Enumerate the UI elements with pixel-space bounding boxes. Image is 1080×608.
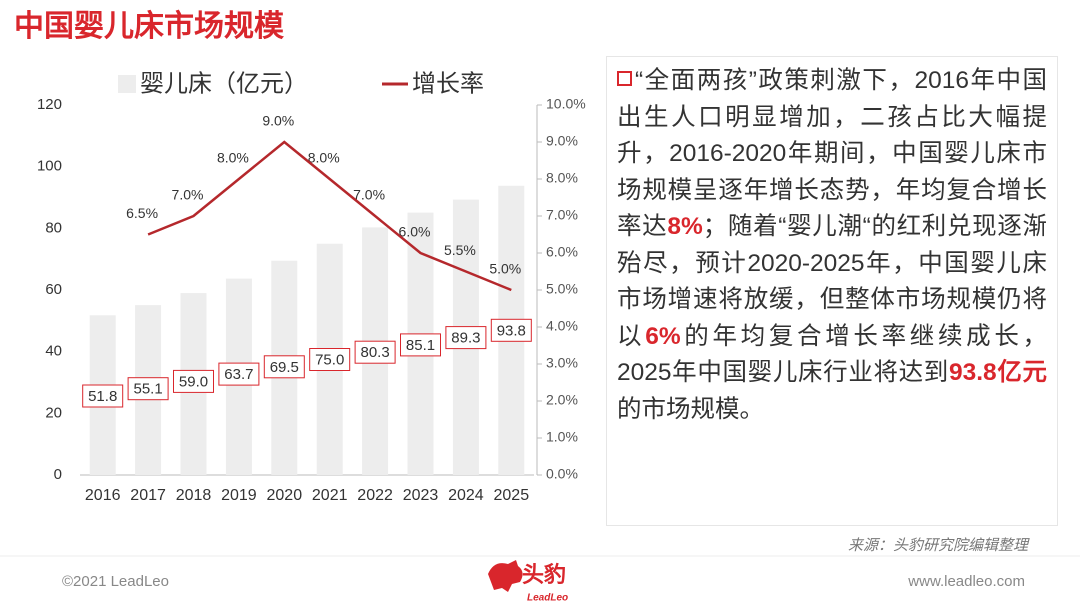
value-label: 93.8 [497, 322, 526, 339]
value-label: 89.3 [451, 330, 480, 347]
y2-tick-label: 8.0% [546, 170, 578, 186]
value-label: 8.0% [308, 150, 340, 166]
y2-tick-label: 5.0% [546, 281, 578, 297]
text-run: 的市场规模。 [617, 395, 764, 423]
x-tick-label: 2023 [403, 487, 439, 504]
legend-swatch [118, 75, 136, 93]
value-label-box [127, 377, 169, 401]
x-tick-label: 2025 [494, 487, 530, 504]
value-label-box [445, 326, 487, 350]
y-tick-label: 100 [37, 158, 62, 175]
y-tick-label: 80 [45, 219, 62, 236]
bullet [617, 71, 632, 86]
x-tick-label: 2024 [448, 487, 484, 504]
value-label-box [82, 384, 124, 408]
value-label-box [309, 348, 351, 371]
value-label-box [173, 369, 214, 393]
source: 来源：头豹研究院编辑整理 [848, 537, 1030, 554]
value-label: 5.5% [444, 242, 476, 258]
y-tick-label: 0 [54, 466, 62, 483]
logo-en: LeadLeo [527, 593, 568, 604]
value-label-box [263, 355, 305, 379]
x-tick-label: 2017 [130, 487, 166, 504]
y2-tick-label: 1.0% [546, 429, 578, 445]
y2-tick-label: 6.0% [546, 244, 578, 260]
value-label-box [354, 340, 396, 364]
y-tick-label: 60 [45, 281, 62, 298]
text-run: 6% [645, 322, 681, 350]
x-tick-label: 2018 [176, 487, 212, 504]
x-tick-label: 2019 [221, 487, 257, 504]
text-run: 的年均复合增长率继续成长，2025年中国婴儿床行业将达到 [617, 322, 1048, 387]
value-label: 75.0 [315, 351, 344, 368]
y2-tick-label: 2.0% [546, 392, 578, 408]
x-tick-label: 2021 [312, 487, 348, 504]
value-label: 51.8 [88, 388, 117, 405]
y-tick-label: 40 [45, 343, 62, 360]
x-tick-label: 2016 [85, 487, 121, 504]
text-run: 93.8亿元 [948, 359, 1047, 386]
value-label-box [218, 362, 260, 386]
y2-tick-label: 0.0% [546, 466, 578, 482]
slide-title: 中国婴儿床市场规模 [14, 9, 284, 43]
value-label-box [490, 318, 532, 342]
legend-label: 增长率 [412, 70, 484, 97]
value-label: 6.0% [399, 224, 431, 240]
y-tick-label: 20 [45, 404, 62, 421]
y-tick-label: 120 [37, 96, 62, 113]
text-run: 8% [667, 213, 703, 240]
line [147, 140, 512, 292]
y2-tick-label: 9.0% [546, 133, 578, 149]
text-run: ；随着“婴儿潮“的红利兑现逐渐殆尽，预计2020-2025年，中国婴儿床市场增速… [617, 213, 1047, 350]
x-tick-label: 2020 [267, 487, 303, 504]
value-label-box [400, 333, 441, 357]
value-label: 9.0% [262, 113, 294, 129]
y2-tick-label: 4.0% [546, 318, 578, 334]
value-label: 6.5% [126, 205, 158, 221]
value-label: 63.7 [224, 366, 253, 383]
value-label: 69.5 [270, 359, 299, 376]
text-run: “全面两孩”政策刺激下，2016年中国出生人口明显增加，二孩占比大幅提升，201… [617, 67, 1047, 240]
y2-tick-label: 3.0% [546, 355, 578, 371]
y2-tick-label: 10.0% [546, 96, 586, 112]
value-label: 8.0% [217, 150, 249, 166]
x-tick-label: 2022 [357, 487, 393, 504]
legend-label: 婴儿床（亿元） [140, 70, 308, 97]
value-label: 80.3 [360, 344, 389, 361]
value-label: 7.0% [172, 187, 204, 203]
value-label: 85.1 [406, 337, 435, 354]
logo-cn: 头豹 [522, 562, 566, 587]
text-block: “全面两孩”政策刺激下，2016年中国出生人口明显增加，二孩占比大幅提升，201… [606, 56, 1058, 526]
copyright: ©2021 LeadLeo [62, 573, 169, 590]
value-label: 5.0% [489, 261, 521, 277]
website: www.leadleo.com [907, 573, 1025, 590]
value-label: 55.1 [133, 381, 162, 398]
y2-tick-label: 7.0% [546, 207, 578, 223]
logo-icon [488, 560, 523, 592]
value-label: 59.0 [179, 373, 208, 390]
value-label: 7.0% [353, 187, 385, 203]
